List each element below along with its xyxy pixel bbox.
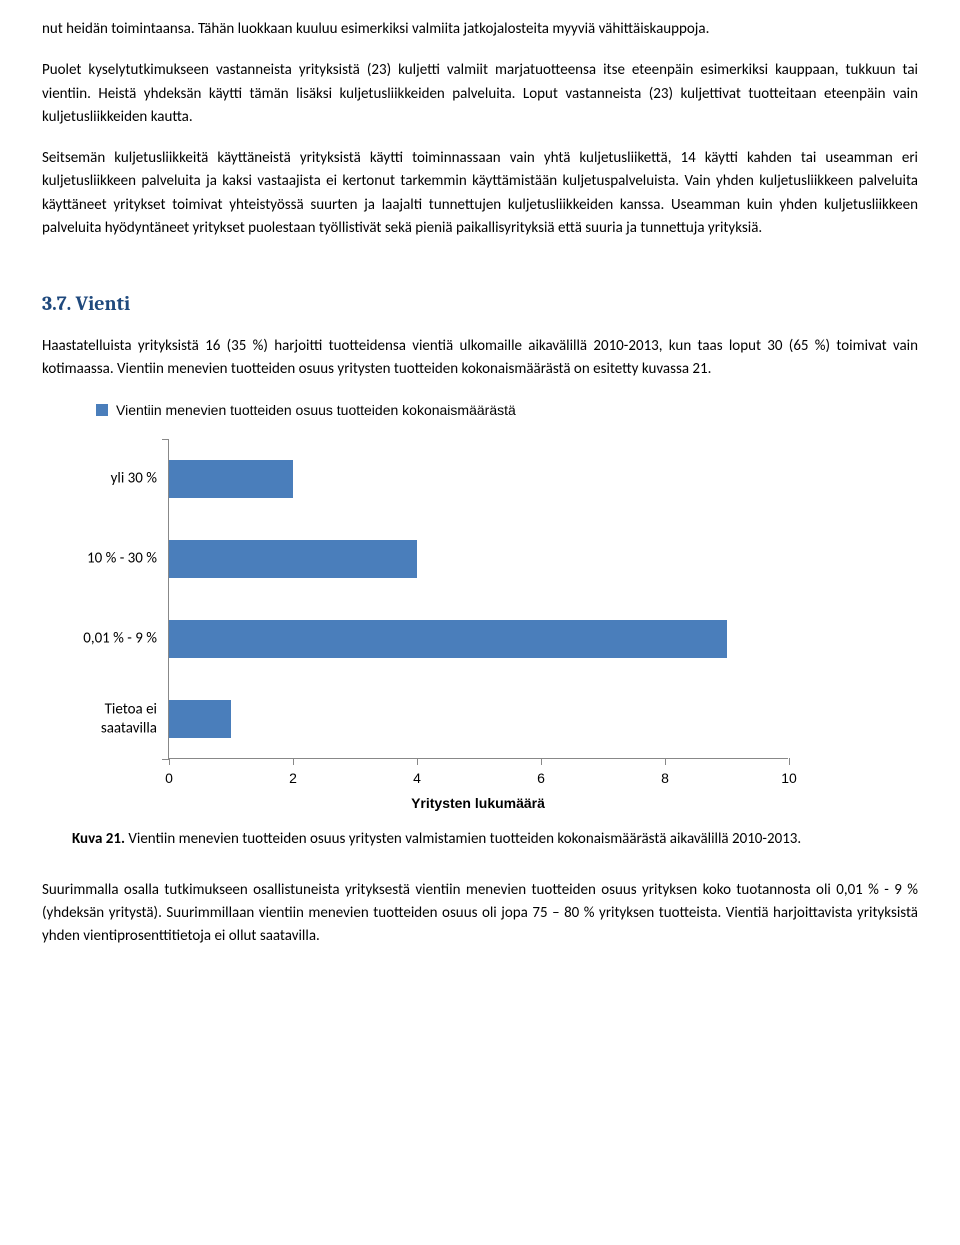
x-tick-label: 6 <box>537 768 545 790</box>
chart-bar <box>169 700 231 738</box>
x-axis-title: Yritysten lukumäärä <box>168 793 788 815</box>
caption-label: Kuva 21. <box>72 830 125 848</box>
para-1: nut heidän toimintaansa. Tähän luokkaan … <box>42 18 918 41</box>
para-4: Haastatelluista yrityksistä 16 (35 %) ha… <box>42 335 918 382</box>
para-2: Puolet kyselytutkimukseen vastanneista y… <box>42 59 918 129</box>
chart-legend: Vientiin menevien tuotteiden osuus tuott… <box>96 400 918 422</box>
section-heading-vienti: 3.7. Vienti <box>42 288 918 319</box>
legend-swatch-icon <box>96 404 108 416</box>
export-share-chart: Vientiin menevien tuotteiden osuus tuott… <box>72 400 918 815</box>
y-category-label: yli 30 % <box>74 468 169 491</box>
chart-bar <box>169 460 293 498</box>
y-category-label: 0,01 % - 9 % <box>74 628 169 651</box>
x-tick-label: 10 <box>781 768 797 790</box>
x-tick-label: 4 <box>413 768 421 790</box>
x-tick-label: 2 <box>289 768 297 790</box>
y-category-label: 10 % - 30 % <box>74 548 169 571</box>
x-tick-label: 0 <box>165 768 173 790</box>
x-tick-label: 8 <box>661 768 669 790</box>
para-5: Suurimmalla osalla tutkimukseen osallist… <box>42 879 918 949</box>
caption-text: Vientiin menevien tuotteiden osuus yrity… <box>125 830 801 848</box>
chart-bar <box>169 540 417 578</box>
chart-bar <box>169 620 727 658</box>
para-3: Seitsemän kuljetusliikkeitä käyttäneistä… <box>42 147 918 240</box>
legend-label: Vientiin menevien tuotteiden osuus tuott… <box>116 400 516 422</box>
figure-caption: Kuva 21. Vientiin menevien tuotteiden os… <box>72 829 888 851</box>
chart-plot-area: yli 30 %10 % - 30 %0,01 % - 9 %Tietoa ei… <box>168 439 788 759</box>
y-category-label: Tietoa eisaatavilla <box>74 700 169 738</box>
